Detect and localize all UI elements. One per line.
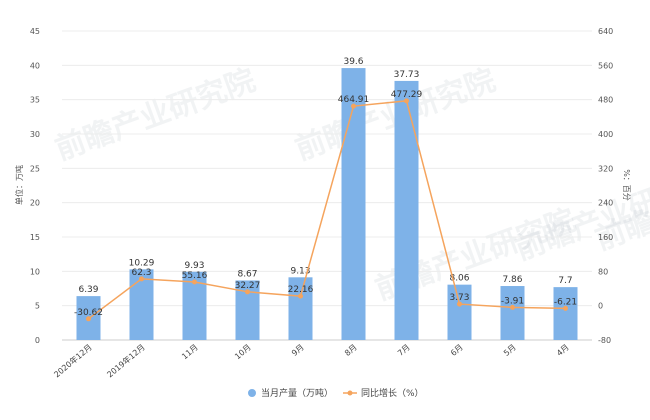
y2-tick-label: 640 xyxy=(598,27,613,36)
line-point xyxy=(298,293,303,299)
watermark-text: 前瞻产业研究院 xyxy=(51,63,260,168)
line-data-label: 477.29 xyxy=(391,90,423,100)
bar-series: 6.39 10.29 9.93 8.67 9.13 39.6 37.73 8.06 7.86 7.… xyxy=(76,57,578,341)
bar-data-label: 39.6 xyxy=(343,57,363,67)
bar xyxy=(341,68,366,340)
line-path xyxy=(88,100,566,320)
x-tick-label: 2019年12月 xyxy=(105,342,147,380)
y-tick-label: 5 xyxy=(35,302,40,311)
line-point xyxy=(192,279,197,285)
legend-label-bar: 当月产量（万吨） xyxy=(261,387,333,399)
bar xyxy=(500,286,525,340)
line-data-label: -30.62 xyxy=(74,308,103,318)
line-data-label: 32.27 xyxy=(235,281,261,291)
legend: 当月产量（万吨） 同比增长（%） xyxy=(248,387,424,399)
y2-tick-label: 160 xyxy=(598,233,613,242)
line-point xyxy=(457,301,462,307)
line-data-label: 62.3 xyxy=(131,268,151,278)
bar xyxy=(288,277,313,340)
y-tick-label: 45 xyxy=(30,27,40,36)
line-data-label: 3.73 xyxy=(449,293,469,303)
x-tick-label: 10月 xyxy=(233,343,253,362)
x-tick-label: 8月 xyxy=(343,343,359,358)
y-axis-title: 单位：万吨 xyxy=(14,165,24,205)
y2-tick-label: 320 xyxy=(598,164,613,173)
y-tick-label: 30 xyxy=(30,130,40,139)
bar-data-label: 9.13 xyxy=(290,266,310,276)
bar-data-label: 6.39 xyxy=(78,285,98,295)
line-data-label: 22.16 xyxy=(288,285,314,295)
x-tick-label: 4月 xyxy=(555,343,571,358)
line-point xyxy=(245,289,250,295)
x-axis: 2020年12月 2019年12月 11月 10月 9月 8月 7月 6月 5月 4月 xyxy=(52,342,571,380)
y-tick-label: 40 xyxy=(30,61,40,70)
line-data-label: 55.16 xyxy=(182,271,208,281)
x-tick-label: 6月 xyxy=(449,343,465,358)
y-tick-label: 10 xyxy=(30,267,40,276)
line-point xyxy=(86,316,91,322)
bar xyxy=(553,287,578,340)
y-axis-right: -80 0 80 160 240 320 400 480 560 640 xyxy=(598,27,613,345)
bar-data-label: 9.93 xyxy=(184,261,204,271)
line-point xyxy=(510,304,515,310)
x-tick-label: 5月 xyxy=(502,343,518,358)
y-tick-label: 25 xyxy=(30,164,40,173)
bar xyxy=(394,80,419,341)
y2-tick-label: 480 xyxy=(598,96,613,105)
x-tick-label: 11月 xyxy=(180,343,200,362)
bar-data-label: 8.06 xyxy=(449,274,469,284)
bar-data-label: 8.67 xyxy=(237,269,257,279)
y-axis-left: 0 5 10 15 20 25 30 35 40 45 xyxy=(30,27,40,345)
bar-data-label: 7.86 xyxy=(502,275,522,285)
gridlines xyxy=(62,30,592,341)
y2-tick-label: 80 xyxy=(598,267,608,276)
bar-data-label: 7.7 xyxy=(558,276,572,286)
y2-tick-label: 0 xyxy=(598,302,603,311)
y2-tick-label: 560 xyxy=(598,61,613,70)
y-tick-label: 0 xyxy=(35,336,40,345)
line-point xyxy=(404,98,409,104)
y-tick-label: 35 xyxy=(30,96,40,105)
line-point xyxy=(351,103,356,109)
y2-axis-title: %：百分 xyxy=(622,169,631,201)
line-data-label: 464.91 xyxy=(338,95,370,105)
y2-tick-label: -80 xyxy=(598,336,611,345)
line-series: -30.62 62.3 55.16 32.27 22.16 464.91 477.29 3.7… xyxy=(74,90,577,322)
bar-data-label: 10.29 xyxy=(129,258,155,268)
y-tick-label: 15 xyxy=(30,233,40,242)
x-tick-label: 7月 xyxy=(396,343,412,358)
bar-data-label: 37.73 xyxy=(394,70,420,80)
line-point xyxy=(139,276,144,282)
line-data-label: -6.21 xyxy=(554,297,577,307)
line-point xyxy=(563,305,568,311)
x-tick-label: 2020年12月 xyxy=(52,342,94,380)
legend-swatch-bar xyxy=(248,389,256,397)
y-tick-label: 20 xyxy=(30,199,40,208)
x-tick-label: 9月 xyxy=(290,343,306,358)
y2-tick-label: 240 xyxy=(598,199,613,208)
line-data-label: -3.91 xyxy=(501,296,524,306)
bar xyxy=(447,284,472,340)
y2-tick-label: 400 xyxy=(598,130,613,139)
legend-swatch-line-dot xyxy=(347,390,353,396)
legend-label-line: 同比增长（%） xyxy=(361,387,424,399)
